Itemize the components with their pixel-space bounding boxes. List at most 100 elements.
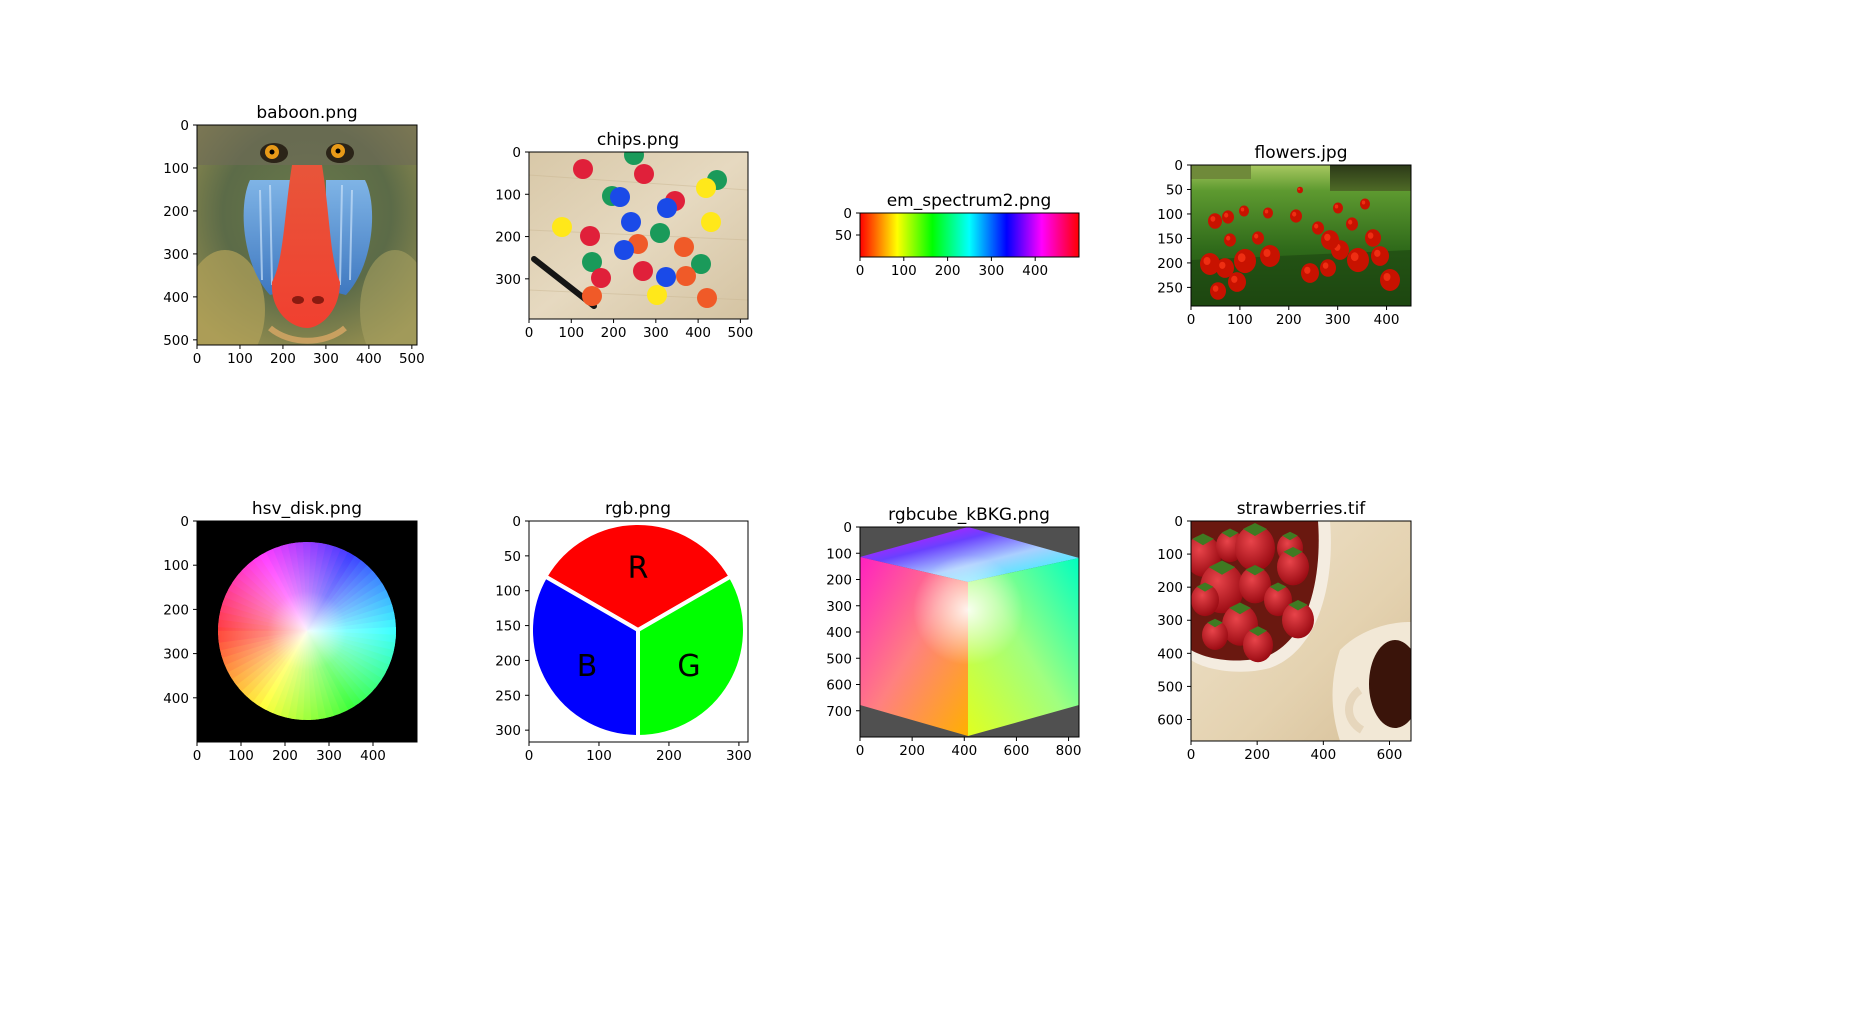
x-tick-label: 300 xyxy=(1325,312,1351,328)
y-tick-label: 0 xyxy=(180,118,189,134)
strawberry xyxy=(1243,627,1273,663)
y-tick-label: 150 xyxy=(1157,231,1183,247)
chip xyxy=(610,187,630,207)
tulip-highlight xyxy=(1298,187,1301,191)
chip xyxy=(624,152,644,165)
y-tick-label: 100 xyxy=(1157,547,1183,563)
chip xyxy=(696,178,716,198)
strawberry xyxy=(1264,583,1292,617)
tulip-highlight xyxy=(1219,261,1226,269)
tulip-highlight xyxy=(1231,275,1238,283)
strawberry-leaves xyxy=(1207,618,1223,628)
tulip-highlight xyxy=(1334,204,1339,209)
y-tick-label: 200 xyxy=(1157,580,1183,596)
tulip-highlight xyxy=(1226,235,1231,241)
x-tick-label: 300 xyxy=(313,351,339,367)
tulip xyxy=(1228,272,1246,292)
y-tick-label: 0 xyxy=(1174,158,1183,174)
tulip-highlight xyxy=(1367,232,1374,239)
strawberry xyxy=(1277,548,1309,586)
y-tick-label: 0 xyxy=(512,514,521,530)
x-tick-label: 600 xyxy=(1004,743,1030,759)
strawberry-leaves xyxy=(1229,602,1251,615)
tulip-highlight xyxy=(1237,253,1246,263)
x-tick-label: 0 xyxy=(1187,312,1196,328)
y-tick-label: 600 xyxy=(826,678,852,694)
y-tick-label: 200 xyxy=(163,204,189,220)
label-r: R xyxy=(628,551,649,586)
axes-frame xyxy=(196,520,418,743)
green-sector xyxy=(636,573,747,740)
strawberries-image xyxy=(1191,521,1411,741)
panel-title: rgbcube_kBKG.png xyxy=(888,505,1050,525)
strawberry xyxy=(1239,566,1271,604)
hsv-disk-image xyxy=(197,521,417,742)
y-tick-label: 400 xyxy=(163,691,189,707)
tulip xyxy=(1301,263,1319,283)
strawberry-leaves xyxy=(1288,600,1308,611)
x-tick-label: 0 xyxy=(856,743,865,759)
x-ticks: 0 100 200 300 400 xyxy=(193,742,386,764)
y-ticks: 0 100 200 300 400 500 600 xyxy=(1157,514,1191,728)
x-tick-label: 200 xyxy=(1276,312,1302,328)
tulip xyxy=(1321,230,1339,250)
tulip xyxy=(1320,259,1336,277)
tulip-highlight xyxy=(1224,212,1229,218)
tulip xyxy=(1333,202,1343,214)
y-tick-label: 700 xyxy=(826,704,852,720)
chip xyxy=(580,226,600,246)
x-tick-label: 400 xyxy=(1022,263,1048,279)
chip xyxy=(701,212,721,232)
chip xyxy=(657,198,677,218)
y-ticks: 0 100 200 300 xyxy=(495,145,529,288)
axes-frame xyxy=(528,520,749,743)
chip xyxy=(656,267,676,287)
chip xyxy=(591,268,611,288)
tulip xyxy=(1210,282,1226,300)
tulip xyxy=(1312,221,1324,235)
y-tick-label: 500 xyxy=(826,651,852,667)
x-tick-label: 0 xyxy=(1187,747,1196,763)
strawberry-leaves xyxy=(1208,560,1236,575)
tulip-highlight xyxy=(1348,219,1353,225)
y-tick-label: 300 xyxy=(495,723,521,739)
tulip xyxy=(1260,245,1280,267)
x-tick-label: 200 xyxy=(935,263,961,279)
x-tick-label: 200 xyxy=(1244,747,1270,763)
tulip xyxy=(1365,229,1381,247)
panel-title: strawberries.tif xyxy=(1237,499,1367,519)
y-tick-label: 150 xyxy=(495,619,521,635)
tulip-highlight xyxy=(1254,233,1259,239)
tulip xyxy=(1346,217,1358,231)
y-tick-label: 100 xyxy=(1157,207,1183,223)
y-tick-label: 250 xyxy=(495,688,521,704)
panel-rgbcube: rgbcube_kBKG.png 0 200 400 600 800 0 100 200 30… xyxy=(826,505,1081,759)
y-tick-label: 100 xyxy=(826,546,852,562)
panel-baboon: baboon.png 0 100 200 300 400 500 0 100 200 300 40… xyxy=(163,103,425,367)
axes-frame xyxy=(528,151,749,320)
strawberry-leaves xyxy=(1192,533,1214,546)
chip xyxy=(647,285,667,305)
tulip-highlight xyxy=(1361,200,1366,205)
tulip-highlight xyxy=(1240,207,1245,212)
y-tick-label: 200 xyxy=(495,230,521,246)
strawberry xyxy=(1235,525,1275,571)
x-tick-label: 0 xyxy=(193,351,202,367)
panel-flowers: flowers.jpg 0 100 200 300 400 0 50 100 150 200 25… xyxy=(1157,143,1412,328)
x-ticks: 0 100 200 300 xyxy=(525,742,752,764)
x-tick-label: 300 xyxy=(643,325,669,341)
y-tick-label: 200 xyxy=(163,602,189,618)
panel-title: chips.png xyxy=(597,130,679,150)
tulip xyxy=(1252,231,1264,245)
y-ticks: 0 50 100 150 200 250 xyxy=(1157,158,1191,296)
y-ticks: 050 xyxy=(835,206,860,244)
y-tick-label: 100 xyxy=(495,584,521,600)
tulip-highlight xyxy=(1324,233,1331,241)
x-tick-label: 400 xyxy=(1374,312,1400,328)
x-tick-label: 100 xyxy=(228,748,254,764)
y-tick-label: 300 xyxy=(495,272,521,288)
chip xyxy=(674,237,694,257)
strawberry-leaves xyxy=(1249,626,1267,636)
x-tick-label: 400 xyxy=(951,743,977,759)
x-tick-label: 100 xyxy=(227,351,253,367)
